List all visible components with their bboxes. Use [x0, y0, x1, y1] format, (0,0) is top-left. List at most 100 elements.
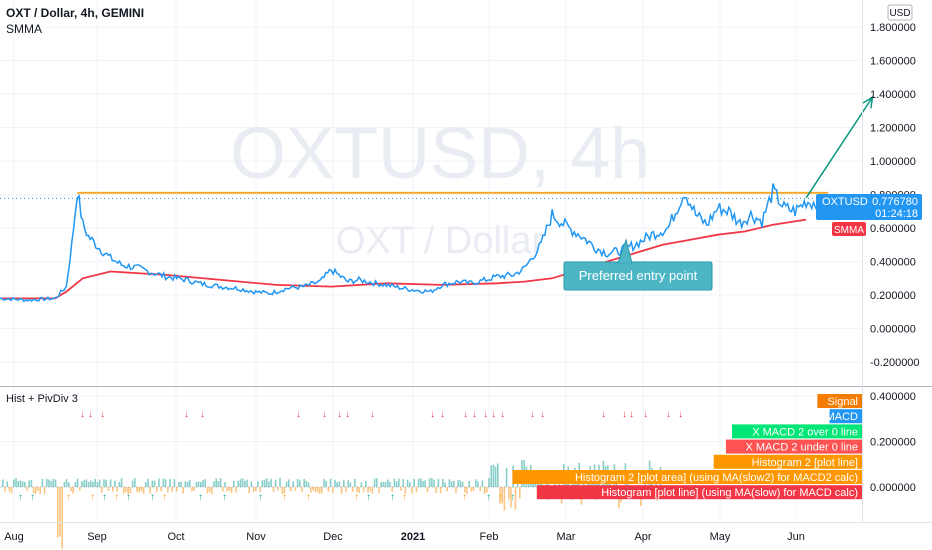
histogram-bar: [151, 480, 154, 487]
histogram-bar: [296, 478, 299, 487]
histogram-bar: [92, 482, 94, 487]
time-tick-label: May: [710, 531, 731, 543]
histogram-bar: [413, 478, 415, 487]
pivot-down-marker: ↓: [483, 409, 488, 420]
symbol-title[interactable]: OXT / Dollar, 4h, GEMINI: [6, 6, 144, 20]
pivot-down-marker: ↓: [678, 409, 683, 420]
histogram-bar: [169, 479, 171, 487]
histogram-bar: [514, 487, 517, 510]
price-axis[interactable]: 1.800000 1.600000 1.400000 1.200000 1.000000…: [870, 22, 920, 369]
legend-item-text: Histogram 2 [plot line]: [752, 457, 858, 469]
histogram-bar: [510, 487, 512, 508]
histogram-bar: [380, 482, 382, 487]
histogram-bar: [15, 478, 17, 487]
histogram-bar: [219, 478, 222, 487]
histogram-bar: [358, 487, 360, 493]
time-tick-label: Mar: [557, 531, 576, 543]
histogram-bar: [235, 487, 237, 493]
histogram-bar: [417, 478, 420, 487]
histogram-bar: [13, 479, 15, 487]
histogram-bar: [305, 480, 308, 487]
histogram-bar: [259, 487, 261, 493]
smma-badge-label: SMMA: [834, 225, 864, 236]
price-tick-label: 1.600000: [870, 56, 916, 68]
histogram-bar: [457, 479, 459, 487]
histogram-bar: [356, 487, 358, 493]
pivot-up-marker: ↑: [366, 492, 371, 503]
currency-button[interactable]: USD: [887, 4, 913, 21]
histogram-bar: [442, 478, 444, 487]
time-tick-label: Aug: [4, 531, 24, 543]
legend-item-text: X MACD 2 under 0 line: [746, 442, 859, 454]
histogram-bar: [547, 481, 550, 487]
current-price-badge: OXTUSD 0.776780 01:24:18: [816, 194, 922, 220]
entry-point-callout[interactable]: Preferred entry point: [563, 238, 713, 291]
histogram-bar: [433, 479, 435, 487]
lower-pane-title[interactable]: Hist + PivDiv 3: [6, 393, 78, 405]
histogram-bar: [65, 479, 68, 487]
histogram-bar: [391, 487, 393, 492]
histogram-bar: [486, 487, 488, 493]
pivot-up-marker: ↑: [150, 492, 155, 503]
histogram-bar: [483, 487, 486, 494]
time-tick-label: 2021: [401, 531, 425, 543]
indicator-legend-smma[interactable]: SMMA: [6, 22, 42, 36]
price-tick-label: 1.000000: [870, 156, 916, 168]
histogram-bar: [43, 487, 46, 494]
histogram-bar: [173, 479, 176, 487]
histogram-bar: [230, 487, 233, 493]
pivot-down-marker: ↓: [491, 409, 496, 420]
histogram-bar: [138, 487, 140, 493]
time-tick-label: Sep: [87, 531, 107, 543]
histogram-bar: [37, 487, 39, 491]
histogram-bar: [239, 479, 242, 487]
projection-arrow[interactable]: [805, 95, 874, 199]
histogram-bar: [171, 487, 173, 492]
pivot-down-marker: ↓: [472, 409, 477, 420]
histogram-bar: [164, 479, 167, 487]
legend-item-text: Histogram 2 [plot area] (using MA(slow2)…: [575, 472, 858, 484]
histogram-bar: [340, 487, 343, 494]
histogram-bar: [475, 479, 477, 487]
histogram-bar: [215, 478, 217, 487]
histogram-bar: [70, 487, 72, 492]
histogram-bar: [422, 481, 424, 487]
histogram-bar: [369, 487, 371, 492]
histogram-bar: [299, 480, 301, 487]
histogram-bar: [114, 480, 116, 487]
time-tick-label: Nov: [246, 531, 266, 543]
price-series[interactable]: [0, 183, 835, 303]
histogram-bar: [46, 478, 48, 487]
histogram-bar: [180, 481, 182, 487]
pivot-down-marker: ↓: [296, 409, 301, 420]
histogram-bar: [332, 487, 334, 494]
legend-item-text: X MACD 2 over 0 line: [752, 426, 858, 438]
histogram-bar: [435, 487, 437, 493]
histogram-bar: [30, 479, 33, 487]
time-axis[interactable]: Aug Sep Oct Nov Dec 2021 Feb Mar Apr May Jun: [4, 531, 805, 543]
histogram-bar: [310, 487, 312, 493]
pivot-down-marker: ↓: [322, 409, 327, 420]
histogram-bar: [554, 481, 556, 487]
histogram-bar: [241, 478, 244, 487]
resistance-line[interactable]: [0, 191, 862, 199]
indicator-axis[interactable]: 0.400000 0.200000 0.000000: [870, 391, 916, 494]
histogram-bar: [492, 464, 495, 487]
pivot-up-marker: ↑: [390, 492, 395, 503]
histogram-bar: [345, 487, 347, 492]
histogram-bar: [354, 478, 356, 487]
smma-series[interactable]: [0, 218, 807, 300]
histogram-bar: [290, 487, 292, 492]
legend-item-bg: [829, 409, 862, 424]
histogram-bar: [402, 478, 404, 487]
pivot-up-marker: ↑: [126, 492, 131, 503]
histogram-bar: [347, 480, 349, 487]
histogram-bar: [501, 487, 503, 504]
callout-text: Preferred entry point: [579, 268, 698, 283]
histogram-bar: [103, 479, 105, 487]
legend-item-text: Signal: [827, 396, 858, 408]
histogram-bar: [87, 481, 90, 487]
histogram-bar: [246, 479, 248, 487]
histogram-bar: [446, 487, 448, 492]
